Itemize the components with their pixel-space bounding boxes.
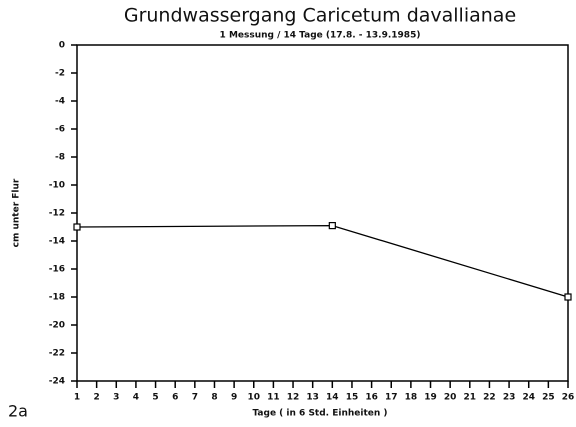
x-tick-label: 16 [365,393,378,403]
y-tick-label: -22 [49,349,65,359]
y-axis-label: cm unter Flur [12,178,22,247]
x-tick-label: 9 [231,393,237,403]
y-tick-label: -20 [49,321,65,331]
x-tick-label: 20 [444,393,457,403]
x-tick-label: 3 [113,393,119,403]
chart-title: Grundwassergang Caricetum davallianae [124,5,516,27]
x-tick-label: 24 [522,393,535,403]
x-tick-label: 12 [287,393,300,403]
plot-frame [76,44,569,382]
y-tick-label: -6 [55,125,65,135]
x-tick-label: 2 [94,393,100,403]
y-tick-label: -4 [55,97,65,107]
x-tick-label: 13 [306,393,319,403]
x-tick-label: 14 [326,393,339,403]
data-point [73,223,81,231]
y-tick-label: -2 [55,69,65,79]
x-tick-label: 17 [385,393,398,403]
y-tick-label: -16 [49,265,65,275]
x-tick-label: 11 [267,393,280,403]
x-tick-label: 10 [247,393,260,403]
x-tick-label: 8 [211,393,217,403]
x-tick-label: 4 [133,393,139,403]
x-tick-label: 6 [172,393,178,403]
x-tick-label: 1 [74,393,80,403]
x-tick-label: 21 [464,393,477,403]
y-tick-label: 0 [59,41,65,51]
x-tick-label: 15 [346,393,359,403]
chart-subtitle: 1 Messung / 14 Tage (17.8. - 13.9.1985) [220,31,421,41]
y-tick-label: -12 [49,209,65,219]
data-line [76,224,569,298]
x-tick-label: 5 [152,393,158,403]
data-point [564,293,572,301]
data-point [328,222,336,230]
x-tick-label: 23 [503,393,516,403]
figure-label: 2a [8,402,28,421]
y-tick-label: -24 [49,377,65,387]
y-tick-label: -18 [49,293,65,303]
x-tick-label: 26 [562,393,575,403]
y-tick-label: -8 [55,153,65,163]
x-tick-label: 19 [424,393,437,403]
y-tick-label: -10 [49,181,65,191]
x-tick-label: 25 [542,393,555,403]
x-tick-label: 22 [483,393,496,403]
x-axis-label: Tage ( in 6 Std. Einheiten ) [252,409,387,419]
y-tick-label: -14 [49,237,65,247]
x-tick-label: 18 [405,393,418,403]
x-tick-label: 7 [192,393,198,403]
